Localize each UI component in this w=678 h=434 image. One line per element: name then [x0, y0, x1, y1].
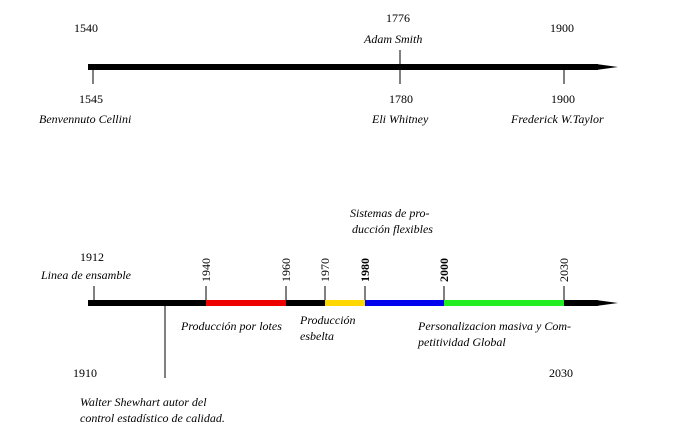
year-2030-bottom: 2030: [549, 366, 573, 380]
segment-1940-1960: [206, 300, 286, 306]
timeline-1-arrowhead: [596, 64, 618, 70]
year-1545: 1545: [79, 92, 103, 106]
year-1980: 1980: [358, 258, 372, 282]
label-produccion-lotes: Producción por lotes: [181, 319, 282, 333]
label-personalizacion-line2: petitividad Global: [418, 335, 506, 349]
label-walter-shewhart-line1: Walter Shewhart autor del: [80, 395, 207, 409]
timeline-1: [88, 50, 618, 84]
timeline-2-arrowhead: [596, 300, 618, 306]
year-1970: 1970: [318, 258, 332, 282]
segment-1970-1980: [325, 300, 365, 306]
year-1912: 1912: [80, 250, 104, 264]
label-produccion-esbelta-line1: Producción: [300, 313, 356, 327]
label-produccion-esbelta-line2: esbelta: [300, 329, 334, 343]
label-linea-ensamble: Linea de ensamble: [41, 268, 131, 282]
year-1960: 1960: [279, 258, 293, 282]
year-1540: 1540: [74, 21, 98, 35]
label-eli-whitney: Eli Whitney: [372, 112, 429, 126]
label-personalizacion-line1: Personalizacion masiva y Com-: [418, 319, 571, 333]
segment-1980-2000: [365, 300, 444, 306]
year-1910: 1910: [73, 366, 97, 380]
year-1900-bottom: 1900: [551, 92, 575, 106]
label-sistemas-flexibles-line2: ducción flexibles: [352, 222, 433, 236]
timeline-2: [88, 286, 618, 378]
segment-2000-2030: [444, 300, 564, 306]
year-1780: 1780: [389, 92, 413, 106]
year-1940: 1940: [199, 258, 213, 282]
label-sistemas-flexibles-line1: Sistemas de pro-: [350, 206, 430, 220]
label-frederick-taylor: Frederick W.Taylor: [511, 112, 604, 126]
year-2030-vertical: 2030: [557, 258, 571, 282]
label-walter-shewhart-line2: control estadístico de calidad.: [80, 411, 225, 425]
year-2000: 2000: [437, 258, 451, 282]
timeline-1-bar: [88, 64, 598, 70]
year-1900-top: 1900: [550, 21, 574, 35]
year-1776: 1776: [386, 11, 410, 25]
label-adam-smith: Adam Smith: [364, 32, 423, 46]
label-benvennuto-cellini: Benvennuto Cellini: [39, 112, 132, 126]
